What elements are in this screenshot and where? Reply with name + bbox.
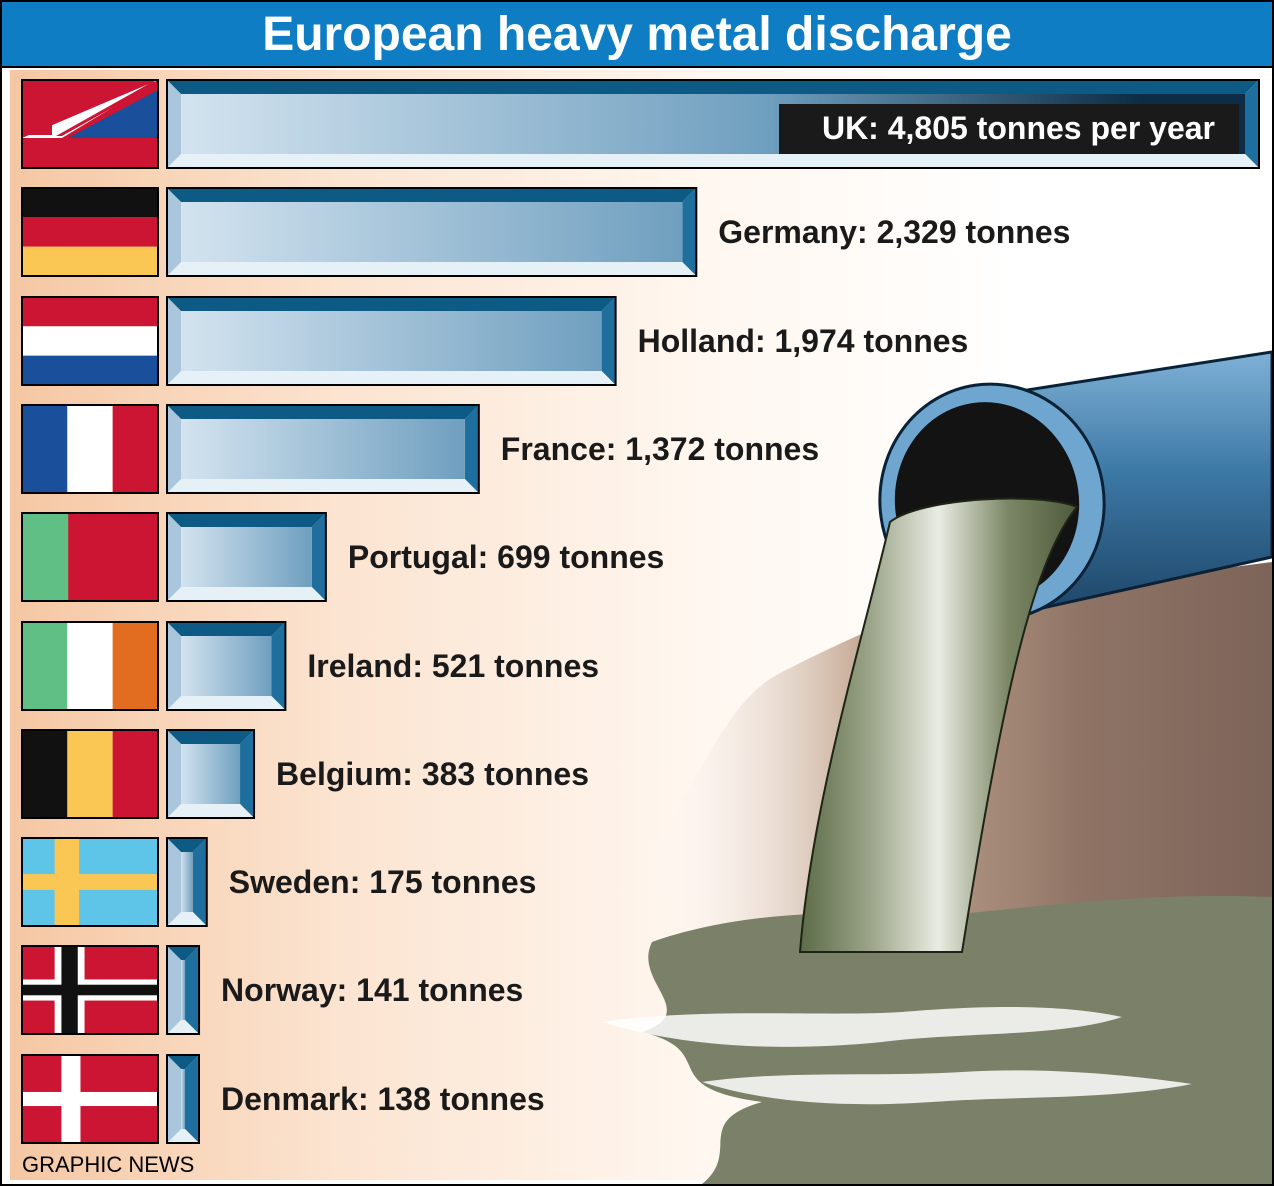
bar-label: France: 1,372 tonnes	[501, 431, 819, 467]
title-bar: European heavy metal discharge	[2, 2, 1272, 68]
bar-row: Norway: 141 tonnes	[21, 945, 523, 1035]
chart-title: European heavy metal discharge	[262, 7, 1012, 61]
sludge-highlight	[602, 1007, 1122, 1047]
denmark-flag	[21, 1054, 159, 1144]
ireland-flag	[21, 621, 159, 711]
bar-row: UK: 4,805 tonnes per year	[21, 79, 1260, 169]
bar-label: Germany: 2,329 tonnes	[718, 214, 1070, 250]
bar	[166, 296, 617, 386]
portugal-flag	[21, 512, 159, 602]
holland-flag	[21, 296, 159, 386]
bar-label: Sweden: 175 tonnes	[229, 864, 537, 900]
bar-row: Germany: 2,329 tonnes	[21, 187, 1070, 277]
bar	[166, 1054, 200, 1144]
bar	[166, 187, 698, 277]
sludge-flow	[798, 497, 1079, 953]
belgium-flag	[21, 729, 159, 819]
sludge-pool	[642, 896, 1272, 1184]
bar	[166, 729, 256, 819]
france-flag	[21, 404, 159, 494]
germany-flag	[21, 187, 159, 277]
bar-row: Sweden: 175 tonnes	[21, 837, 537, 927]
bar-row: France: 1,372 tonnes	[21, 404, 819, 494]
bar	[166, 837, 208, 927]
bar-label: Portugal: 699 tonnes	[348, 539, 665, 575]
bar-label: Norway: 141 tonnes	[221, 972, 523, 1008]
bar-label-box	[779, 104, 1239, 154]
bar-label: Belgium: 383 tonnes	[276, 756, 589, 792]
norway-flag	[21, 945, 159, 1035]
bar	[166, 404, 480, 494]
bar-row: Ireland: 521 tonnes	[21, 621, 599, 711]
uk-flag	[21, 79, 159, 169]
bar-row: Portugal: 699 tonnes	[21, 512, 665, 602]
bar	[166, 512, 327, 602]
bar	[166, 621, 287, 711]
bar-row: Denmark: 138 tonnes	[21, 1054, 545, 1144]
sweden-flag	[21, 837, 159, 927]
bar-row: Belgium: 383 tonnes	[21, 729, 589, 819]
bar-label: Ireland: 521 tonnes	[307, 648, 599, 684]
bar-label: Holland: 1,974 tonnes	[638, 323, 969, 359]
credit-text: GRAPHIC NEWS	[22, 1152, 195, 1177]
bar-label: Denmark: 138 tonnes	[221, 1081, 545, 1117]
sludge-highlight-2	[702, 1070, 1192, 1105]
bar-row: Holland: 1,974 tonnes	[21, 296, 969, 386]
bar	[166, 945, 201, 1035]
bar-label: UK: 4,805 tonnes per year	[822, 110, 1215, 146]
